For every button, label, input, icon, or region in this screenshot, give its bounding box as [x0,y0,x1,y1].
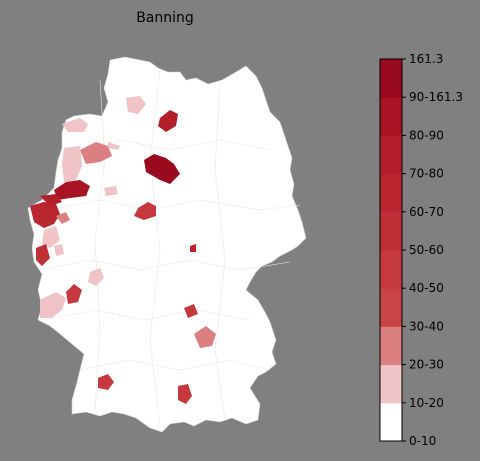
colorbar-tick-label: 80-90 [409,128,444,142]
region-4 [80,142,112,164]
colorbar-segment [380,326,402,366]
colorbar-segment [380,173,402,213]
region-8 [54,180,90,200]
region-16 [190,244,196,252]
colorbar-tick-label: 0-10 [409,434,436,448]
colorbar-tick-label: 70-80 [409,167,444,181]
colorbar: 0-10 10-20 20-30 30-40 40-50 50-60 60-70 70-80 8… [379,52,463,448]
colorbar-segment [380,364,402,404]
region-22 [194,326,216,348]
region-15 [54,244,64,256]
district-borders [39,69,301,426]
colorbar-segment [380,97,402,136]
region-11 [40,194,62,206]
colorbar-segment [380,288,402,327]
colorbar-tick-label: 20-30 [409,358,444,372]
chart-title: Banning [136,10,194,26]
region-10 [30,202,60,228]
colorbar-tick-label: 40-50 [409,281,444,295]
region-12 [134,202,156,220]
region-14 [36,244,50,266]
colorbar-segment [380,59,402,98]
colorbar-tick-label: 161.3 [409,52,443,66]
region-7 [144,154,180,184]
region-17 [88,268,104,286]
region-1 [126,96,146,114]
region-21 [98,374,114,390]
region-18 [66,284,82,304]
region-2 [158,110,178,132]
district-regions [30,96,216,404]
colorbar-tick-label: 10-20 [409,396,444,410]
region-13 [42,226,60,248]
region-3 [62,118,88,132]
region-9 [104,186,118,196]
colorbar-tick-label: 30-40 [409,319,444,333]
germany-map [27,56,307,433]
colorbar-tick-label: 50-60 [409,243,444,257]
region-5 [108,142,120,150]
region-6 [62,146,82,182]
region-23 [178,384,192,404]
region-20 [184,304,198,318]
colorbar-tick-label: 90-161.3 [409,90,463,104]
region-24 [56,212,70,224]
colorbar-segment [380,250,402,289]
colorbar-segment [380,135,402,175]
colorbar-segment [380,402,402,442]
region-19 [40,292,66,318]
colorbar-segment [380,211,402,251]
colorbar-tick-label: 60-70 [409,205,444,219]
